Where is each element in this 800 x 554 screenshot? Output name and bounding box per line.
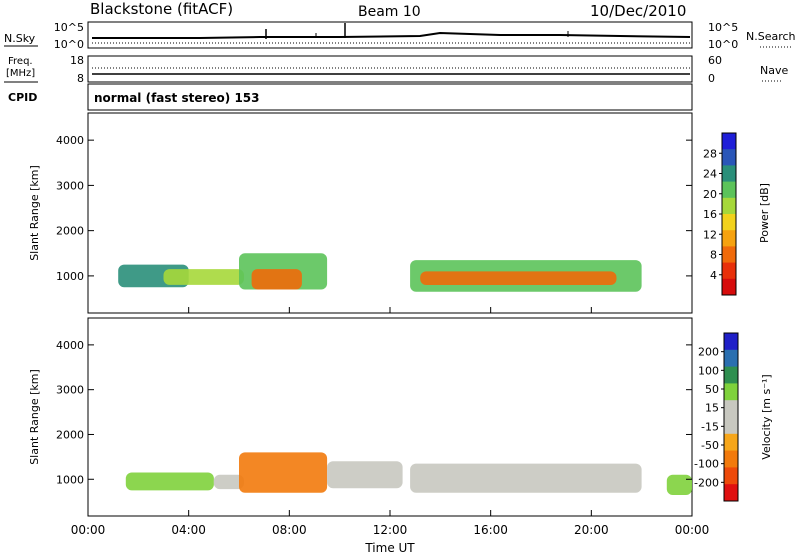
velocity-regions <box>125 452 692 495</box>
power-colorbar-segment-6 <box>722 230 736 247</box>
velocity-colorbar-segment-4 <box>724 400 738 418</box>
power-colorbar-segment-9 <box>722 278 736 296</box>
noise-left-label: N.Sky <box>4 32 36 45</box>
velocity-echo-region-5 <box>666 474 692 495</box>
noise-left-tick-top: 10^5 <box>54 21 84 34</box>
velocity-echo-region-1 <box>213 474 244 490</box>
power-y-axis-label: Slant Range [km] <box>28 165 41 261</box>
velocity-ytick-label-1: 2000 <box>56 428 84 441</box>
velocity-colorbar-tick-4: -15 <box>701 420 719 433</box>
velocity-echo-region-0 <box>125 472 214 491</box>
x-tick-label-3: 12:00 <box>373 523 408 537</box>
velocity-echo-region-3 <box>327 461 403 489</box>
noise-right-label: N.Search <box>746 30 796 43</box>
power-echo-region-5 <box>420 271 617 285</box>
power-regions <box>118 253 642 292</box>
x-tick-label-0: 00:00 <box>71 523 106 537</box>
velocity-ytick-label-3: 4000 <box>56 339 84 352</box>
x-axis-label: Time UT <box>364 541 415 554</box>
power-echo-region-1 <box>163 269 244 285</box>
freq-panel: Freq. [MHz] 18 8 60 0 Nave <box>4 54 788 85</box>
noise-right-tick-top: 10^5 <box>708 21 738 34</box>
velocity-ytick-label-2: 3000 <box>56 384 84 397</box>
power-colorbar-tick-4: 12 <box>703 228 717 241</box>
velocity-colorbar-tick-3: 15 <box>705 402 719 415</box>
velocity-colorbar-segment-8 <box>724 467 738 485</box>
velocity-colorbar-tick-7: -200 <box>694 476 719 489</box>
velocity-colorbar-segment-7 <box>724 450 738 468</box>
velocity-echo-region-4 <box>410 463 642 493</box>
freq-label-1: Freq. <box>8 56 33 67</box>
power-colorbar-segment-0 <box>722 133 736 150</box>
nave-right-tick-bottom: 0 <box>708 72 715 85</box>
power-ytick-label-0: 1000 <box>56 270 84 283</box>
velocity-colorbar-label: Velocity [m s⁻¹] <box>760 374 773 459</box>
nave-right-tick-top: 60 <box>708 54 722 67</box>
power-panel: 1000 2000 3000 4000 Slant Range [km] 28 24 20… <box>28 112 771 314</box>
velocity-panel: 1000 2000 3000 4000 Slant Range [km] 200 100… <box>28 317 773 517</box>
noise-left-tick-bottom: 10^0 <box>54 38 84 51</box>
freq-left-tick-bottom: 8 <box>77 72 84 85</box>
power-colorbar-segment-7 <box>722 246 736 264</box>
velocity-colorbar-tick-5: -50 <box>701 439 719 452</box>
power-colorbar-tick-6: 4 <box>710 269 717 282</box>
power-colorbar-segment-1 <box>722 149 736 166</box>
velocity-colorbar-segment-6 <box>724 433 738 452</box>
x-tick-label-1: 04:00 <box>171 523 206 537</box>
power-colorbar-segment-3 <box>722 181 736 199</box>
velocity-y-axis-label: Slant Range [km] <box>28 369 41 465</box>
power-y-ticks: 1000 2000 3000 4000 <box>56 134 692 283</box>
velocity-colorbar-segment-1 <box>724 349 738 368</box>
velocity-ytick-label-0: 1000 <box>56 473 84 486</box>
power-colorbar-segment-5 <box>722 214 736 231</box>
date-title: 10/Dec/2010 <box>590 2 686 20</box>
power-colorbar-tick-3: 16 <box>703 208 717 221</box>
noise-sky-trace <box>92 31 691 39</box>
velocity-colorbar-segment-2 <box>724 366 738 384</box>
power-ytick-label-3: 4000 <box>56 134 84 147</box>
freq-panel-frame <box>87 55 693 83</box>
cpid-value: normal (fast stereo) 153 <box>94 91 260 105</box>
velocity-colorbar: 200 100 50 15 -15 -50 -100 -200 <box>694 332 739 502</box>
velocity-colorbar-tick-0: 200 <box>698 346 719 359</box>
power-colorbar-tick-5: 8 <box>710 249 717 262</box>
x-tick-label-4: 16:00 <box>473 523 508 537</box>
velocity-colorbar-segment-3 <box>724 383 738 401</box>
cpid-frame <box>87 83 693 111</box>
power-colorbar-segment-2 <box>722 165 736 183</box>
power-colorbar-label: Power [dB] <box>758 183 771 243</box>
cpid-label: CPID <box>8 91 37 104</box>
power-colorbar: 28 24 20 16 12 8 4 <box>703 132 737 296</box>
power-colorbar-tick-2: 20 <box>703 188 717 201</box>
velocity-colorbar-segment-0 <box>724 333 738 351</box>
noise-right-tick-bottom: 10^0 <box>708 38 738 51</box>
velocity-colorbar-segment-5 <box>724 417 738 435</box>
x-axis-ticks: 00:00 04:00 08:00 12:00 16:00 20:00 00:00 <box>71 307 710 537</box>
velocity-echo-region-2 <box>239 452 328 493</box>
x-tick-label-6: 00:00 <box>675 523 710 537</box>
x-tick-label-5: 20:00 <box>574 523 609 537</box>
power-echo-region-3 <box>251 269 302 290</box>
power-colorbar-tick-0: 28 <box>703 147 717 160</box>
freq-left-tick-top: 18 <box>70 54 84 67</box>
power-colorbar-segment-8 <box>722 262 736 280</box>
velocity-colorbar-tick-6: -100 <box>694 458 719 471</box>
x-tick-label-2: 08:00 <box>272 523 307 537</box>
velocity-y-ticks: 1000 2000 3000 4000 <box>56 339 692 486</box>
nave-label: Nave <box>760 64 788 77</box>
freq-label-2: [MHz] <box>6 68 35 79</box>
noise-panel: N.Sky 10^5 10^0 10^5 10^0 N.Search <box>4 21 796 51</box>
velocity-colorbar-frame <box>723 332 739 502</box>
power-colorbar-segment-4 <box>722 197 736 215</box>
station-title: Blackstone (fitACF) <box>90 0 233 18</box>
velocity-colorbar-segment-9 <box>724 484 738 502</box>
beam-title: Beam 10 <box>358 4 421 20</box>
velocity-colorbar-tick-2: 50 <box>705 383 719 396</box>
power-colorbar-tick-1: 24 <box>703 168 717 181</box>
power-ytick-label-2: 3000 <box>56 179 84 192</box>
power-ytick-label-1: 2000 <box>56 225 84 238</box>
velocity-colorbar-tick-1: 100 <box>698 364 719 377</box>
